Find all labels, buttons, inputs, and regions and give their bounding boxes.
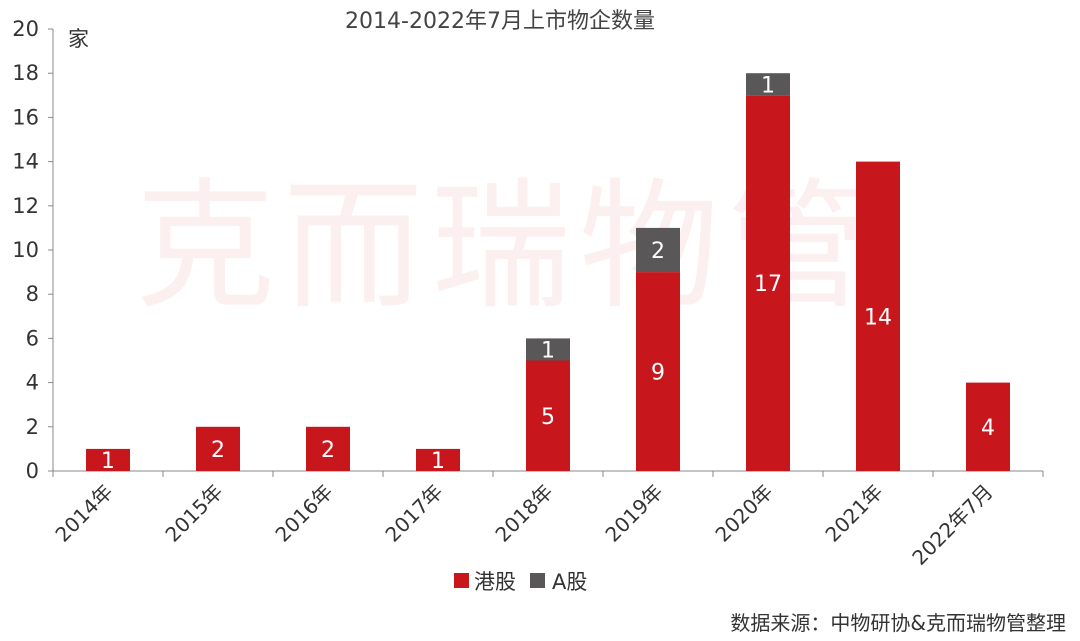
y-tick-label: 10	[12, 238, 39, 262]
bar-label-hk: 1	[101, 449, 115, 474]
x-tick-label: 2016年	[270, 480, 337, 547]
legend-label-a: A股	[552, 570, 587, 594]
bar-hk	[196, 426, 240, 471]
y-tick-label: 20	[12, 17, 39, 41]
x-tick-label: 2022年7月	[907, 480, 997, 570]
bar-hk	[86, 448, 130, 471]
legend-label-hk: 港股	[474, 570, 516, 594]
bar-a	[526, 338, 570, 361]
chart-title: 2014-2022年7月上市物企数量	[345, 9, 655, 34]
bar-label-hk: 17	[754, 272, 782, 297]
y-tick-label: 4	[26, 371, 39, 395]
x-tick-label: 2021年	[820, 480, 887, 547]
bar-hk	[526, 360, 570, 471]
x-tick-label: 2019年	[600, 480, 667, 547]
x-tick-label: 2017年	[380, 480, 447, 547]
y-tick-label: 0	[26, 459, 39, 483]
y-tick-label: 2	[26, 415, 39, 439]
bar-label-hk: 9	[651, 361, 665, 386]
bar-label-a: 1	[761, 73, 775, 98]
bar-label-hk: 14	[864, 305, 892, 330]
bar-label-a: 2	[651, 239, 665, 264]
bar-hk	[636, 272, 680, 471]
legend: 港股 A股	[454, 570, 587, 594]
legend-swatch-hk	[454, 573, 469, 588]
bar-label-a: 1	[541, 338, 555, 363]
bar-label-hk: 5	[541, 405, 555, 430]
bar-hk	[306, 426, 350, 471]
x-tick-label: 2014年	[50, 480, 117, 547]
bars: 1 2 2 1 5 1 9 2 17 1 14 4	[86, 73, 1010, 474]
bar-label-hk: 2	[321, 438, 335, 463]
bar-a	[636, 227, 680, 273]
watermark: 克而瑞物管	[135, 166, 875, 329]
x-tick-label: 2018年	[490, 480, 557, 547]
y-tick-label: 14	[12, 150, 39, 174]
bar-hk	[746, 95, 790, 472]
y-tick-label: 8	[26, 282, 39, 306]
x-tick-label: 2015年	[160, 480, 227, 547]
bar-label-hk: 4	[981, 416, 995, 441]
y-tick-label: 16	[12, 105, 39, 129]
bar-hk	[416, 448, 460, 471]
bar-label-hk: 2	[211, 438, 225, 463]
y-tick-label: 18	[12, 61, 39, 85]
legend-swatch-a	[530, 573, 545, 588]
bar-label-hk: 1	[431, 449, 445, 474]
x-tick-label: 2020年	[710, 480, 777, 547]
y-axis-unit: 家	[68, 27, 89, 51]
bar-hk	[966, 382, 1010, 471]
bar-hk	[856, 161, 900, 471]
bar-a	[746, 73, 790, 96]
data-source: 数据来源：中物研协&克而瑞物管整理	[730, 611, 1066, 635]
y-tick-label: 6	[26, 326, 39, 350]
y-tick-label: 12	[12, 194, 39, 218]
